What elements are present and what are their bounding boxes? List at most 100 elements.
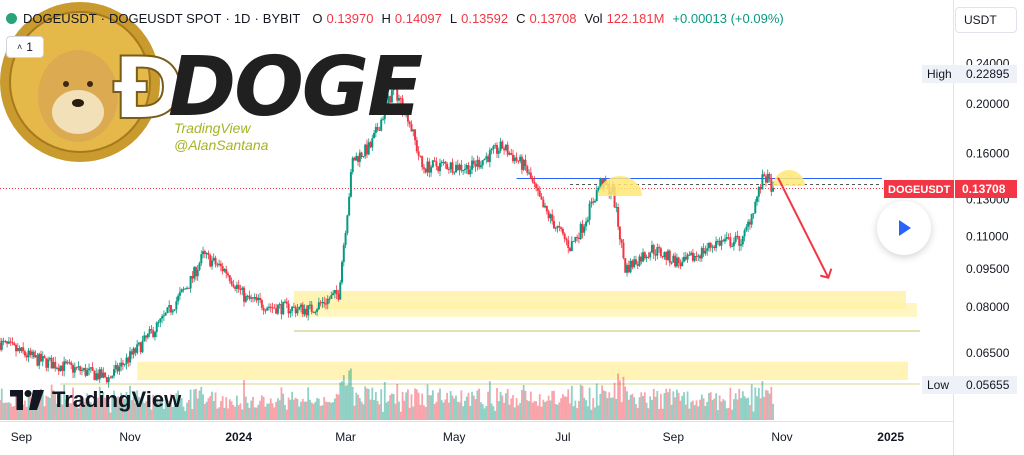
candle-body [152,330,155,337]
candle-body [180,289,183,293]
volume-bar [604,391,607,420]
candle-body [48,357,51,360]
volume-bar [316,398,318,420]
high-tag-label-bg [922,65,955,83]
candle-body [18,348,21,352]
candle-body [542,199,545,208]
indicator-count-badge[interactable]: ˄ 1 [6,36,44,58]
volume-bar [373,400,375,420]
candle-body [7,341,10,344]
candle-body [107,377,110,383]
volume-bar [529,391,532,420]
candle-body [56,367,59,369]
candle-body [686,254,689,260]
candle-body [136,344,139,353]
volume-bar [41,392,44,420]
volume-bar [740,398,742,420]
candle-body [488,150,491,162]
candle-body [520,156,523,170]
volume-bar [458,402,461,420]
volume-bar [538,394,541,420]
candle-body [424,168,427,173]
volume-bar [339,382,342,420]
volume-bar [419,404,422,420]
volume-bar [0,400,1,420]
volume-bar [4,402,7,420]
candle-body [535,183,538,189]
candle-body [98,369,101,380]
candle-body [358,152,361,162]
candle-body [403,111,406,116]
candle-body [9,341,12,343]
volume-bar [424,406,427,420]
candle-body [212,257,215,261]
candle-body [706,248,709,251]
volume-bar [590,409,593,420]
volume-bar [417,392,420,420]
volume-bar [706,401,709,420]
volume-bar [437,392,440,420]
candle-body [337,293,340,300]
candle-body [711,246,714,248]
interval-label[interactable]: 1D [233,11,251,26]
volume-bar [446,392,449,420]
volume-bar [289,399,292,420]
volume-bar [111,396,114,420]
candle-body [766,173,769,183]
volume-bar [558,402,561,420]
candle-body [137,342,140,345]
candle-body [666,250,669,260]
volume-bar [266,403,269,420]
volume-bar [522,385,525,420]
candle-body [531,178,534,182]
candle-body [727,237,730,239]
symbol-ticker[interactable]: DOGEUSDT [23,11,97,26]
legend-separator: · [225,11,230,26]
tradingview-watermark: TradingView [10,387,181,413]
volume-bar [366,388,368,420]
candle-body [768,173,771,179]
candle-body [501,141,504,149]
volume-bar [325,401,327,420]
candle-body [182,288,185,290]
candle-body [346,215,349,234]
volume-bar [688,408,691,420]
volume-bar [382,411,384,420]
candle-body [494,145,497,147]
candle-body [54,362,57,369]
volume-bar [374,392,377,420]
candle-body [95,373,98,380]
candle-body [186,287,189,289]
volume-bar [560,398,563,420]
volume-bar [396,383,399,420]
volume-bar [48,397,51,420]
volume-bar [469,405,472,420]
volume-bar [68,403,71,420]
volume-bar [408,407,411,420]
volume-bar [136,390,139,420]
candle-body [618,226,621,240]
volume-bar [613,382,616,420]
price-tick-label: 0.06500 [966,346,1010,360]
candle-body [772,187,775,192]
volume-bar [59,391,62,420]
volume-bar [709,392,712,420]
candle-body [519,156,522,162]
candle-body [66,362,69,364]
currency-selector[interactable]: USDT [955,7,1017,33]
volume-bar [697,406,700,420]
candle-body [565,238,568,241]
volume-bar [756,396,758,420]
candle-body [563,233,566,239]
candle-body [125,357,128,365]
candle-body [246,295,249,297]
candle-body [549,214,552,219]
volume-bar [421,393,424,420]
play-button[interactable] [877,201,931,255]
candle-body [323,302,326,304]
volume-bar [759,398,762,420]
high-tag-label: High [927,67,952,81]
volume-bar [88,400,90,420]
volume-bar [47,396,49,420]
